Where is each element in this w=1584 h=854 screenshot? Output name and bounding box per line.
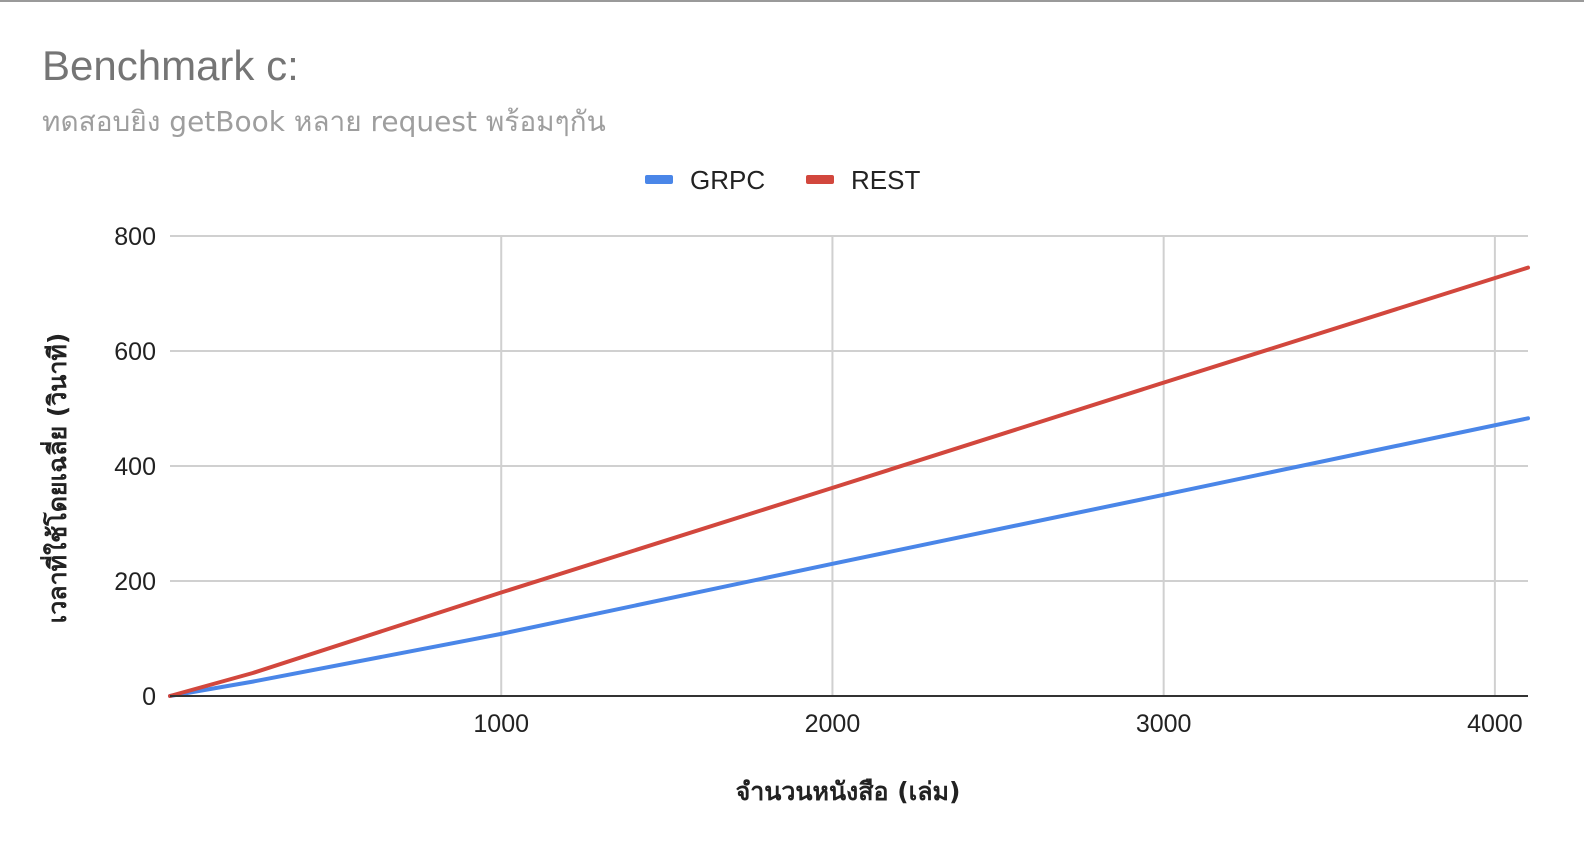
x-tick-label: 3000 xyxy=(1136,710,1192,738)
legend-label-grpc: GRPC xyxy=(690,165,765,195)
legend-swatch-rest xyxy=(806,175,834,184)
x-tick-label: 1000 xyxy=(473,710,529,738)
series-line-rest xyxy=(168,265,1530,698)
chart-subtitle: ทดสอบยิง getBook หลาย request พร้อมๆกัน xyxy=(42,105,606,138)
x-axis-label: จำนวนหนังสือ (เล่ม) xyxy=(736,777,961,806)
chart-grid xyxy=(170,235,1528,696)
y-tick-label: 0 xyxy=(142,683,156,711)
chart-legend: GRPC REST xyxy=(645,165,920,195)
legend-swatch-grpc xyxy=(645,175,673,184)
legend-label-rest: REST xyxy=(851,165,920,195)
top-border xyxy=(0,0,1584,2)
y-tick-label: 400 xyxy=(114,453,156,481)
y-tick-label: 600 xyxy=(114,338,156,366)
series-line-grpc xyxy=(168,416,1530,698)
series-layer xyxy=(168,265,1530,698)
y-axis-label: เวลาที่ใช้โดยเฉลี่ย (วินาที) xyxy=(40,333,72,624)
x-tick-label: 4000 xyxy=(1467,710,1523,738)
x-tick-label: 2000 xyxy=(805,710,861,738)
y-tick-label: 800 xyxy=(114,223,156,251)
x-axis-ticks: 1000 2000 3000 4000 xyxy=(473,710,1522,738)
y-axis-ticks: 0 200 400 600 800 xyxy=(114,223,156,711)
y-tick-label: 200 xyxy=(114,568,156,596)
chart-title: Benchmark c: xyxy=(42,42,299,89)
